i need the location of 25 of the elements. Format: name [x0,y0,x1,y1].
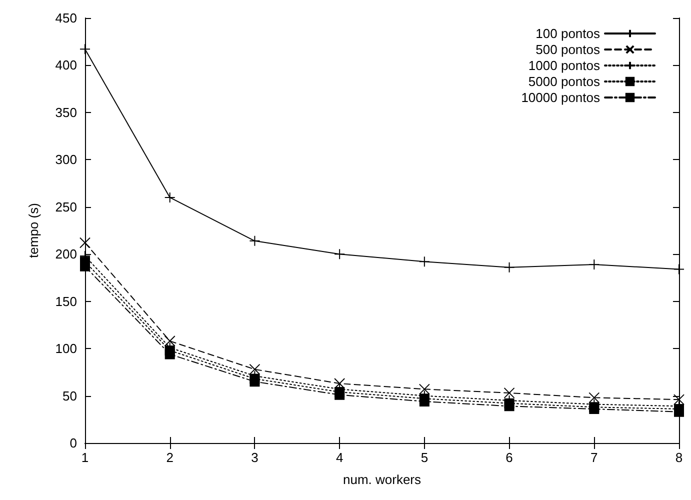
legend-label: 500 pontos [536,42,600,57]
y-tick-label: 300 [55,152,77,168]
y-tick-label: 350 [55,104,77,120]
y-tick-label: 200 [55,246,77,262]
legend-label: 10000 pontos [521,90,600,105]
y-axis-title: tempo (s) [26,203,41,258]
x-tick-label: 4 [336,450,344,465]
x-tick-label: 7 [590,450,598,465]
y-tick-label: 100 [55,341,77,356]
x-axis-title: num. workers [342,472,422,487]
legend-label: 1000 pontos [528,58,600,73]
y-tick-label: 50 [62,388,77,404]
x-tick-label: 8 [675,450,683,465]
x-tick-label: 2 [166,450,174,465]
x-tick-label: 3 [251,450,258,465]
legend-label: 100 pontos [536,26,600,41]
x-tick-label: 1 [81,450,89,465]
y-tick-label: 250 [55,199,77,214]
x-tick-label: 6 [506,450,513,465]
x-tick-label: 5 [420,450,428,465]
y-tick-label: 150 [55,294,77,309]
y-tick-label: 450 [55,10,77,26]
legend-label: 5000 pontos [528,74,600,89]
y-tick-label: 0 [70,436,77,450]
y-tick-label: 400 [55,58,77,73]
